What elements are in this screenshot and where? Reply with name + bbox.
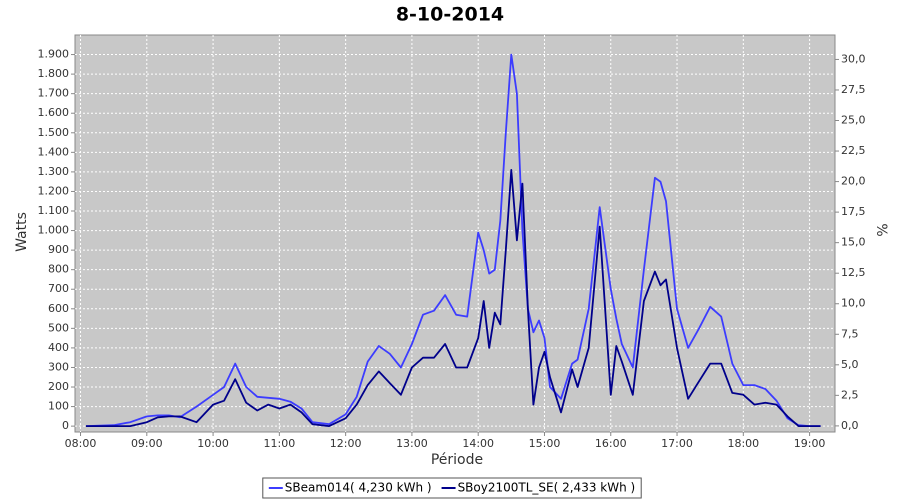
y2-tick-label: 5,0: [841, 358, 859, 371]
legend-label: SBoy2100TL_SE( 2,433 kWh ): [458, 481, 636, 495]
x-tick-label: 08:00: [65, 437, 97, 450]
y2-tick-label: 25,0: [841, 114, 866, 127]
x-tick-label: 19:00: [794, 437, 826, 450]
y-tick-label: 100: [48, 400, 69, 413]
x-tick-label: 09:00: [131, 437, 163, 450]
y2-tick-label: 30,0: [841, 52, 866, 65]
y-tick-label: 700: [48, 282, 69, 295]
y-tick-label: 800: [48, 263, 69, 276]
y-tick-label: 1.700: [38, 87, 70, 100]
chart-title: 8-10-2014: [396, 4, 504, 26]
x-tick-label: 11:00: [264, 437, 296, 450]
y2-tick-label: 0,0: [841, 419, 859, 432]
series-line: [85, 53, 821, 427]
plot-area: [74, 34, 836, 433]
legend-label: SBeam014( 4,230 kWh ): [285, 481, 432, 495]
y-tick-label: 1.500: [38, 126, 70, 139]
y-tick-label: 1.200: [38, 184, 70, 197]
y-tick-label: 1.600: [38, 106, 70, 119]
y-tick-label: 200: [48, 380, 69, 393]
x-tick-label: 13:00: [396, 437, 428, 450]
y-tick-label: 1.400: [38, 145, 70, 158]
y-tick-label: 400: [48, 341, 69, 354]
y2-tick-label: 22,5: [841, 144, 866, 157]
legend: SBeam014( 4,230 kWh ) SBoy2100TL_SE( 2,43…: [262, 477, 642, 499]
x-tick-label: 10:00: [197, 437, 229, 450]
y2-tick-label: 2,5: [841, 388, 859, 401]
y2-axis-label: %: [873, 223, 889, 236]
y-tick-label: 1.900: [38, 48, 70, 61]
y-axis-label: Watts: [14, 212, 30, 252]
y-tick-label: 500: [48, 321, 69, 334]
y2-tick-label: 15,0: [841, 236, 866, 249]
y-tick-label: 1.000: [38, 224, 70, 237]
y-tick-label: 0: [62, 419, 69, 432]
x-tick-label: 16:00: [595, 437, 627, 450]
x-tick-label: 15:00: [529, 437, 561, 450]
y2-tick-label: 10,0: [841, 297, 866, 310]
y2-tick-label: 17,5: [841, 205, 866, 218]
x-tick-label: 18:00: [727, 437, 759, 450]
y2-tick-label: 27,5: [841, 83, 866, 96]
y-tick-label: 1.100: [38, 204, 70, 217]
x-tick-label: 12:00: [330, 437, 362, 450]
x-tick-label: 14:00: [462, 437, 494, 450]
y-tick-label: 900: [48, 243, 69, 256]
series-line: [86, 169, 821, 427]
y-tick-label: 600: [48, 302, 69, 315]
y-tick-label: 1.800: [38, 67, 70, 80]
x-tick-label: 17:00: [661, 437, 693, 450]
x-axis-label: Période: [431, 452, 483, 468]
y-tick-label: 300: [48, 360, 69, 373]
y2-tick-label: 20,0: [841, 175, 866, 188]
y-tick-label: 1.300: [38, 165, 70, 178]
y2-tick-label: 7,5: [841, 327, 859, 340]
y2-tick-label: 12,5: [841, 266, 866, 279]
